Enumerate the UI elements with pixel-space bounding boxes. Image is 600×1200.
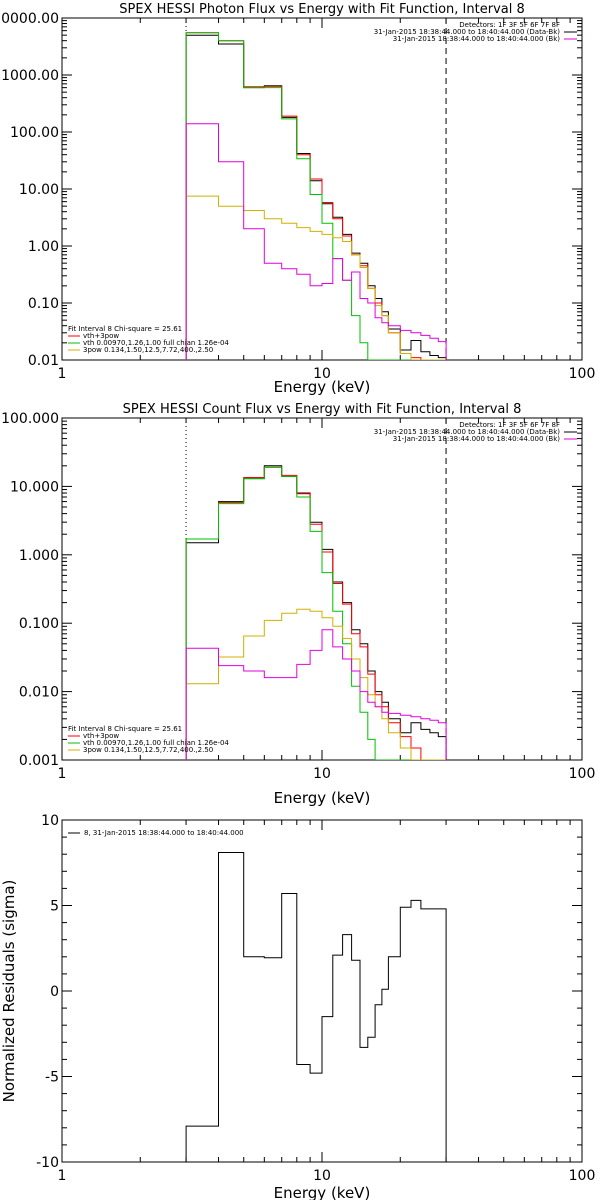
x-tick-label: 10 [313,766,331,782]
x-tick-label: 10 [313,366,331,382]
series-bk-line [185,629,447,760]
y-tick-label: 0.01 [28,353,59,369]
x-tick-label: 1 [58,1168,67,1184]
y-tick-label: 0 [50,984,59,1000]
series-3pow-line [185,195,447,360]
y-tick-label: 10.00 [19,182,59,198]
x-tick-label: 100 [569,366,596,382]
y-tick-label: 0.100 [19,616,59,632]
y-tick-label: 100.00 [10,125,59,141]
series-vth-line [185,32,447,360]
series-data-bk-line [185,34,447,360]
series-residuals-line [185,852,447,1162]
legend-entry: 31-Jan-2015 18:38:44.000 to 18:40:44.000… [374,28,561,36]
series-vth-3pow-line [185,32,447,360]
y-tick-label: 10 [41,813,59,829]
legend-entry: Detectors: 1F 3F 5F 6F 7F 8F [459,421,560,429]
series-vth-line [185,466,447,760]
chart-title: SPEX HESSI Count Flux vs Energy with Fit… [123,402,522,417]
y-tick-label: -5 [45,1070,59,1086]
legend-entry: vth 0.00970,1.26,1.00 full chian 1.26e-0… [83,739,229,747]
plot-frame [61,417,583,761]
x-axis-label: Energy (keV) [274,789,371,807]
legend-entry: vth 0.00970,1.26,1.00 full chian 1.26e-0… [83,339,229,347]
y-tick-label: 10.000 [10,479,59,495]
y-axis-label: Normalized Residuals (sigma) [0,880,18,1103]
y-tick-label: 1.00 [28,239,59,255]
x-tick-label: 100 [569,1168,596,1184]
y-tick-label: -10 [36,1155,59,1171]
x-tick-label: 1 [58,366,67,382]
legend-entry: 31-Jan-2015 18:38:44.000 to 18:40:44.000… [393,435,561,443]
plot-frame [61,819,583,1163]
legend-entry: Fit Interval 8 Chi-square = 25.61 [68,325,182,333]
y-tick-label: 0.001 [19,753,59,769]
residuals-panel: 1 10 100 Energy (keV) -10 -5 0 5 10 Normalized Re… [0,813,595,1200]
legend-entry: Fit Interval 8 Chi-square = 25.61 [68,725,182,733]
legend-entry: 31-Jan-2015 18:38:44.000 to 18:40:44.000… [374,428,561,436]
legend-entry: vth+3pow [83,732,119,740]
series-vth-3pow-line [185,466,447,760]
y-tick-label: 0.010 [19,685,59,701]
x-tick-label: 1 [58,766,67,782]
y-tick-label: 100.000 [1,411,59,427]
y-tick-label: 1.000 [19,548,59,564]
series-3pow-line [185,608,447,760]
x-axis-label: Energy (keV) [274,1184,371,1200]
y-tick-label: 10000.00 [0,11,59,27]
legend-entry: 8, 31-Jan-2015 18:38:44.000 to 18:40:44.… [84,829,244,837]
y-tick-label: 1000.00 [1,68,59,84]
photon-flux-panel: SPEX HESSI Photon Flux vs Energy with Fi… [0,2,595,396]
legend-entry: 31-Jan-2015 18:38:44.000 to 18:40:44.000… [393,35,561,43]
chart-title: SPEX HESSI Photon Flux vs Energy with Fi… [119,2,525,17]
legend-entry: 3pow 0.134,1.50,12.5,7.72,400.,2.50 [83,346,213,354]
y-tick-label: 0.10 [28,296,59,312]
legend-entry: 3pow 0.134,1.50,12.5,7.72,400.,2.50 [83,746,213,754]
y-tick-label: 5 [50,899,59,915]
x-tick-label: 10 [313,1168,331,1184]
legend-entry: Detectors: 1F 3F 5F 6F 7F 8F [459,21,560,29]
x-axis-label: Energy (keV) [274,378,371,396]
legend-entry: vth+3pow [83,332,119,340]
count-flux-panel: SPEX HESSI Count Flux vs Energy with Fit… [1,402,595,807]
series-data-bk-line [185,465,447,760]
x-tick-label: 100 [569,766,596,782]
series-bk-line [185,123,447,360]
